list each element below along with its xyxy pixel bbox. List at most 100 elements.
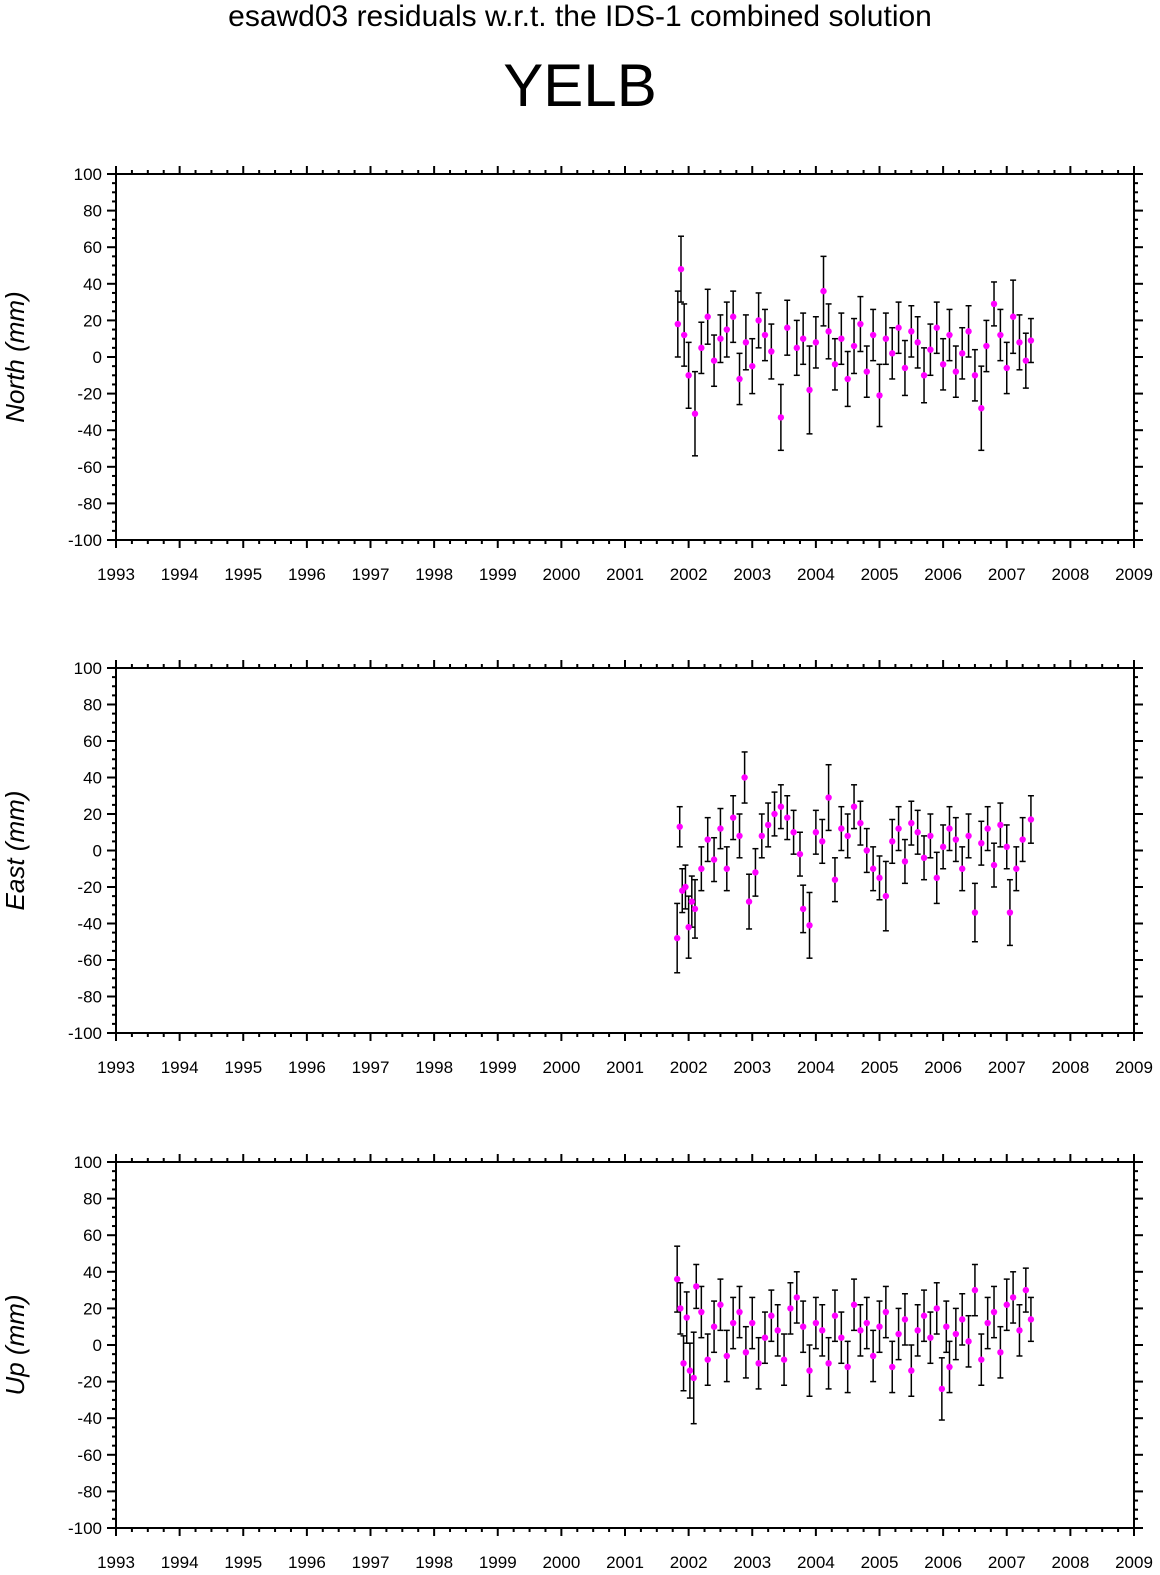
- x-tick-label: 2006: [924, 1553, 962, 1572]
- data-point: [1022, 357, 1030, 364]
- data-point: [997, 331, 1004, 339]
- data-point: [901, 364, 909, 372]
- data-point: [946, 331, 953, 339]
- data-point: [844, 832, 851, 840]
- data-point: [1003, 1301, 1010, 1308]
- y-tick-label: 100: [74, 165, 102, 184]
- data-point: [761, 1334, 769, 1341]
- data-point: [784, 324, 791, 331]
- x-tick-label: 2007: [988, 1553, 1026, 1572]
- data-point: [680, 331, 688, 339]
- y-tick-label: -20: [77, 878, 102, 897]
- data-point: [939, 361, 947, 368]
- data-point: [863, 847, 870, 854]
- y-tick-label: -40: [77, 915, 102, 934]
- data-point: [882, 1308, 890, 1316]
- data-point: [889, 350, 896, 357]
- x-tick-label: 2002: [670, 1553, 708, 1572]
- data-point: [768, 348, 775, 355]
- data-point: [685, 372, 692, 379]
- y-tick-label: -40: [77, 1409, 102, 1428]
- x-tick-label: 1994: [161, 1058, 199, 1077]
- data-point: [736, 375, 743, 383]
- data-point: [914, 1327, 921, 1334]
- data-point: [971, 372, 979, 379]
- panel-3: 1993 1994 1995 1996 1997 1998 1999 2000 2001 2002…: [0, 1153, 1153, 1572]
- data-point: [698, 865, 705, 872]
- data-point: [914, 339, 921, 346]
- x-tick-label: 2009: [1115, 1058, 1153, 1077]
- data-point: [741, 774, 748, 781]
- y-tick-label: 0: [93, 1336, 102, 1355]
- data-point: [771, 810, 778, 818]
- data-point: [1003, 843, 1010, 851]
- data-point: [946, 825, 953, 832]
- data-point: [1009, 1294, 1017, 1301]
- data-point: [952, 368, 960, 375]
- data-point: [799, 335, 807, 342]
- data-point: [978, 405, 985, 412]
- data-point: [876, 874, 883, 882]
- data-point: [790, 829, 797, 836]
- data-point: [1013, 865, 1020, 872]
- point-series: [673, 774, 1035, 942]
- data-point: [793, 1294, 800, 1301]
- data-point: [933, 324, 940, 331]
- data-point: [838, 335, 845, 342]
- data-point: [729, 313, 737, 320]
- data-point: [698, 1308, 705, 1316]
- data-point: [850, 1301, 858, 1308]
- data-point: [863, 1319, 870, 1327]
- data-point: [844, 375, 851, 383]
- data-point: [876, 1323, 883, 1330]
- data-point: [812, 339, 820, 346]
- data-point: [749, 1319, 756, 1327]
- data-point: [673, 1275, 681, 1283]
- data-point: [978, 840, 985, 847]
- x-tick-label: 2000: [542, 565, 580, 584]
- data-point: [793, 344, 800, 352]
- data-point: [895, 825, 902, 832]
- station-title: YELB: [503, 52, 657, 119]
- panel-2: 1993 1994 1995 1996 1997 1998 1999 2000 2001 2002…: [0, 659, 1153, 1077]
- data-point: [908, 819, 915, 827]
- data-point: [882, 335, 890, 342]
- y-tick-label: 60: [83, 732, 102, 751]
- data-point: [682, 883, 689, 891]
- data-point: [1016, 1327, 1023, 1334]
- data-point: [825, 1360, 832, 1367]
- y-tick-label: -100: [68, 1024, 102, 1043]
- data-point: [952, 836, 960, 843]
- y-tick-label: 80: [83, 202, 102, 221]
- data-point: [736, 832, 743, 840]
- data-point: [876, 392, 883, 399]
- data-point: [920, 1312, 928, 1319]
- data-point: [755, 1360, 762, 1367]
- x-tick-label: 2001: [606, 1553, 644, 1572]
- x-tick-label: 2003: [733, 1553, 771, 1572]
- y-tick-label: 40: [83, 275, 102, 294]
- x-tick-label: 2007: [988, 565, 1026, 584]
- x-tick-label: 2006: [924, 565, 962, 584]
- data-point: [787, 1305, 794, 1312]
- data-point: [742, 339, 750, 346]
- data-point: [1009, 313, 1017, 320]
- data-point: [1016, 339, 1023, 346]
- y-tick-label: 40: [83, 769, 102, 788]
- data-point: [997, 1349, 1004, 1356]
- plot-frame: [115, 173, 1135, 541]
- x-tick-label: 1994: [161, 565, 199, 584]
- x-tick-label: 1999: [479, 565, 517, 584]
- y-tick-label: 0: [93, 842, 102, 861]
- x-tick-label: 1997: [352, 1553, 390, 1572]
- data-point: [806, 386, 813, 394]
- data-point: [677, 265, 685, 273]
- data-point: [742, 1349, 750, 1356]
- data-point: [676, 823, 683, 830]
- x-tick-label: 2004: [797, 1058, 835, 1077]
- data-point: [927, 1334, 934, 1341]
- data-point: [799, 1323, 807, 1330]
- x-tick-label: 1993: [97, 1058, 135, 1077]
- data-point: [690, 1374, 697, 1382]
- data-point: [752, 869, 759, 876]
